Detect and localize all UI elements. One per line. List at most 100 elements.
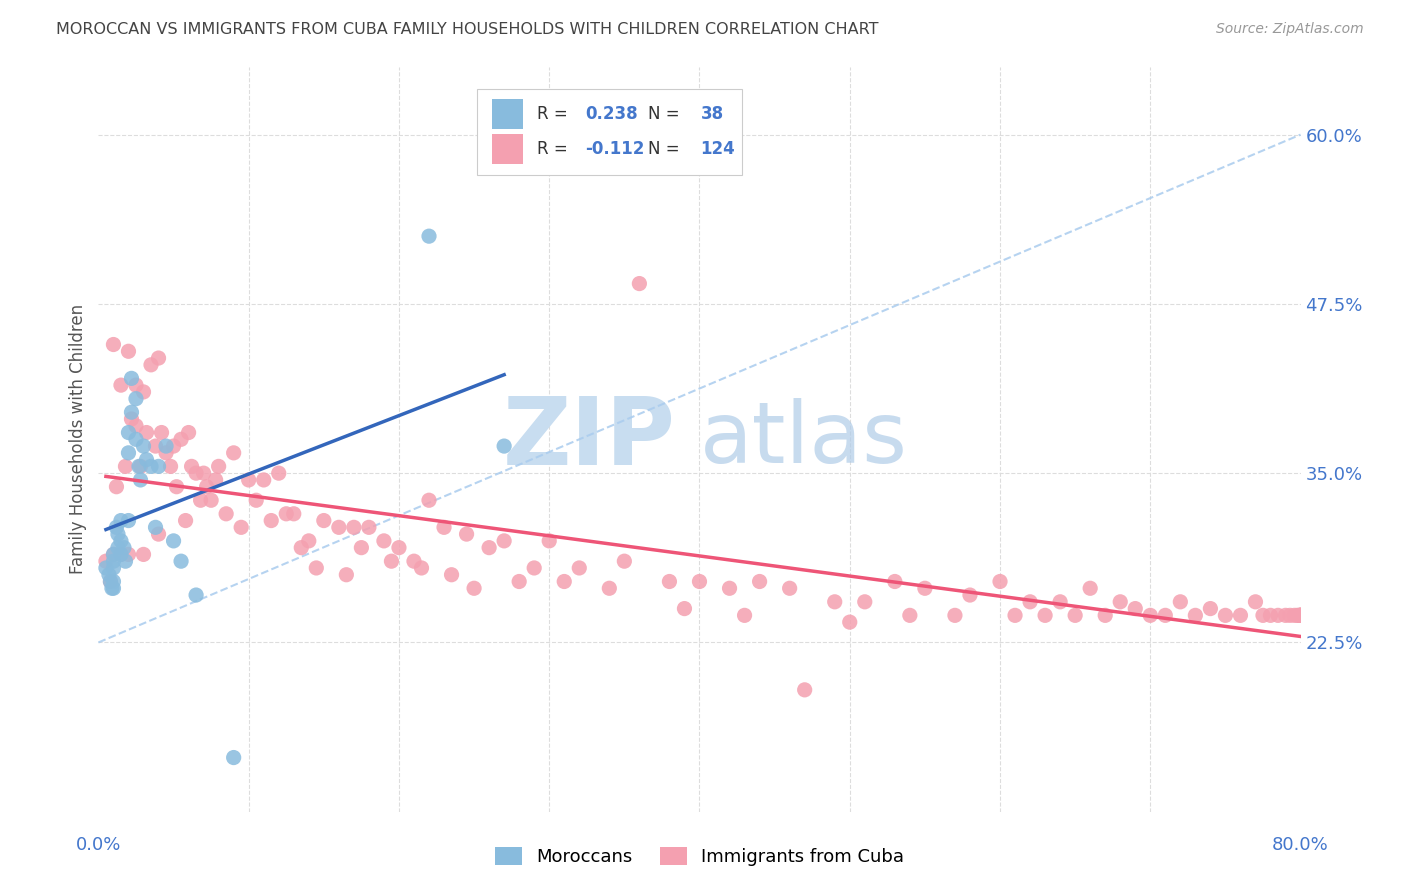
Point	[148, 527, 170, 541]
Point	[373, 533, 395, 548]
Point	[110, 514, 132, 528]
Point	[184, 466, 207, 480]
Point	[1260, 608, 1282, 623]
Point	[538, 533, 561, 548]
Point	[1184, 608, 1206, 623]
Point	[1064, 608, 1087, 623]
Point	[1123, 601, 1146, 615]
Point	[238, 473, 260, 487]
Point	[117, 425, 139, 440]
Point	[105, 520, 128, 534]
Point	[290, 541, 312, 555]
Point	[1244, 595, 1267, 609]
Point	[1284, 608, 1306, 623]
Text: 80.0%: 80.0%	[1272, 836, 1329, 855]
Point	[718, 582, 741, 596]
Point	[402, 554, 425, 568]
Point	[110, 548, 132, 562]
Point	[1033, 608, 1056, 623]
Point	[478, 541, 501, 555]
Point	[222, 750, 245, 764]
Point	[107, 527, 129, 541]
Point	[121, 405, 143, 419]
Point	[1154, 608, 1177, 623]
Point	[1170, 595, 1192, 609]
Point	[298, 533, 321, 548]
Point	[433, 520, 456, 534]
Point	[312, 514, 335, 528]
Text: ZIP: ZIP	[502, 393, 675, 485]
Text: 38: 38	[700, 105, 724, 123]
Point	[688, 574, 710, 589]
Point	[208, 459, 231, 474]
Point	[494, 439, 516, 453]
Point	[114, 459, 136, 474]
Text: Source: ZipAtlas.com: Source: ZipAtlas.com	[1216, 22, 1364, 37]
Point	[180, 459, 202, 474]
FancyBboxPatch shape	[492, 134, 523, 164]
Point	[145, 520, 167, 534]
Point	[162, 439, 184, 453]
Point	[1229, 608, 1251, 623]
Point	[1215, 608, 1237, 623]
Point	[125, 418, 148, 433]
Point	[190, 493, 212, 508]
Text: MOROCCAN VS IMMIGRANTS FROM CUBA FAMILY HOUSEHOLDS WITH CHILDREN CORRELATION CHA: MOROCCAN VS IMMIGRANTS FROM CUBA FAMILY …	[56, 22, 879, 37]
Point	[343, 520, 366, 534]
Point	[139, 358, 162, 372]
Point	[380, 554, 402, 568]
Text: N =: N =	[648, 105, 685, 123]
FancyBboxPatch shape	[492, 99, 523, 128]
Point	[139, 459, 162, 474]
Point	[494, 533, 516, 548]
Point	[1274, 608, 1296, 623]
Point	[456, 527, 478, 541]
Point	[215, 507, 238, 521]
Point	[1094, 608, 1116, 623]
Point	[94, 561, 117, 575]
Point	[350, 541, 373, 555]
Point	[110, 533, 132, 548]
Point	[943, 608, 966, 623]
Point	[101, 582, 124, 596]
Text: 0.0%: 0.0%	[76, 836, 121, 855]
Point	[613, 554, 636, 568]
Point	[283, 507, 305, 521]
Point	[276, 507, 298, 521]
Point	[107, 541, 129, 555]
Point	[245, 493, 267, 508]
Point	[159, 459, 181, 474]
Point	[97, 567, 120, 582]
Point	[117, 514, 139, 528]
Point	[1289, 608, 1312, 623]
Point	[793, 682, 815, 697]
Point	[335, 567, 357, 582]
Point	[553, 574, 575, 589]
Point	[103, 574, 125, 589]
Point	[132, 439, 155, 453]
Point	[1289, 608, 1312, 623]
Point	[508, 574, 530, 589]
Point	[959, 588, 981, 602]
Point	[1286, 608, 1309, 623]
Point	[184, 588, 207, 602]
Point	[125, 433, 148, 447]
Text: 0.238: 0.238	[585, 105, 638, 123]
Point	[103, 561, 125, 575]
Point	[914, 582, 936, 596]
Point	[155, 439, 177, 453]
Point	[1139, 608, 1161, 623]
Point	[898, 608, 921, 623]
Point	[411, 561, 433, 575]
Point	[204, 473, 226, 487]
Point	[418, 229, 440, 244]
Point	[162, 533, 184, 548]
Point	[1289, 608, 1312, 623]
Point	[117, 446, 139, 460]
Point	[1004, 608, 1026, 623]
Point	[103, 548, 125, 562]
Point	[125, 392, 148, 406]
Point	[110, 378, 132, 392]
Point	[748, 574, 770, 589]
Point	[177, 425, 200, 440]
